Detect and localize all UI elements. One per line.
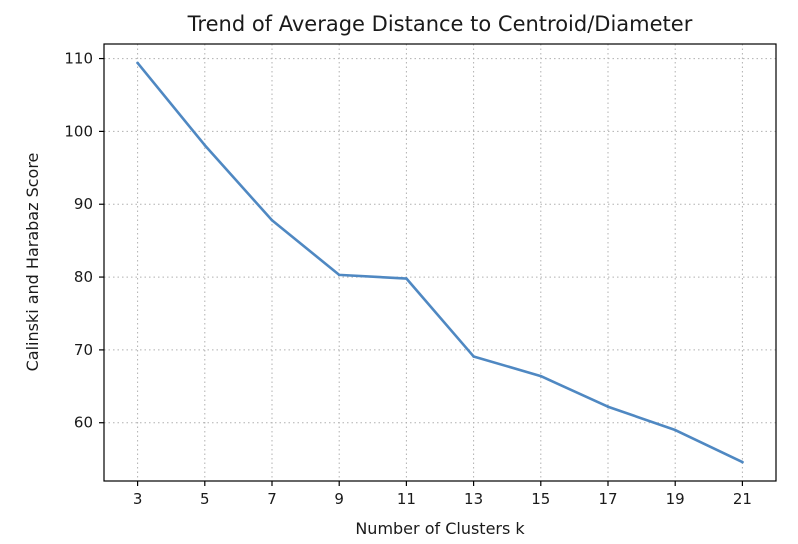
series-line: [136, 61, 744, 464]
x-tick-label: 3: [133, 490, 143, 508]
x-tick-label: 7: [267, 490, 277, 508]
data-point: [539, 374, 543, 378]
y-tick-label: 80: [74, 268, 93, 286]
x-tick-label: 17: [598, 490, 617, 508]
grid-layer: [104, 44, 776, 481]
data-point: [270, 218, 274, 222]
y-axis-label: Calinski and Harabaz Score: [23, 153, 42, 372]
series-layer: [136, 61, 744, 464]
y-tick-label: 70: [74, 341, 93, 359]
data-point: [337, 273, 341, 277]
x-tick-label: 19: [666, 490, 685, 508]
tick-layer: 3 5 7 9 11 13 15 17 19 21 60 70 80 90 100 110: [64, 50, 752, 508]
data-point: [741, 460, 744, 464]
y-tick-label: 60: [74, 414, 93, 432]
chart-title: Trend of Average Distance to Centroid/Di…: [187, 12, 693, 36]
data-point: [673, 428, 677, 432]
y-tick-label: 100: [64, 122, 93, 140]
y-tick-label: 90: [74, 195, 93, 213]
data-point: [405, 277, 408, 280]
x-tick-label: 9: [334, 490, 344, 508]
x-tick-label: 15: [531, 490, 550, 508]
data-point: [203, 143, 207, 147]
data-point: [472, 355, 475, 358]
plot-frame: [103, 43, 777, 482]
x-tick-label: 11: [397, 490, 416, 508]
data-point: [606, 405, 610, 409]
y-tick-label: 110: [64, 50, 93, 68]
x-tick-label: 13: [464, 490, 483, 508]
x-tick-label: 21: [733, 490, 752, 508]
data-point: [136, 61, 139, 65]
x-tick-label: 5: [200, 490, 210, 508]
x-axis-label: Number of Clusters k: [355, 519, 525, 538]
